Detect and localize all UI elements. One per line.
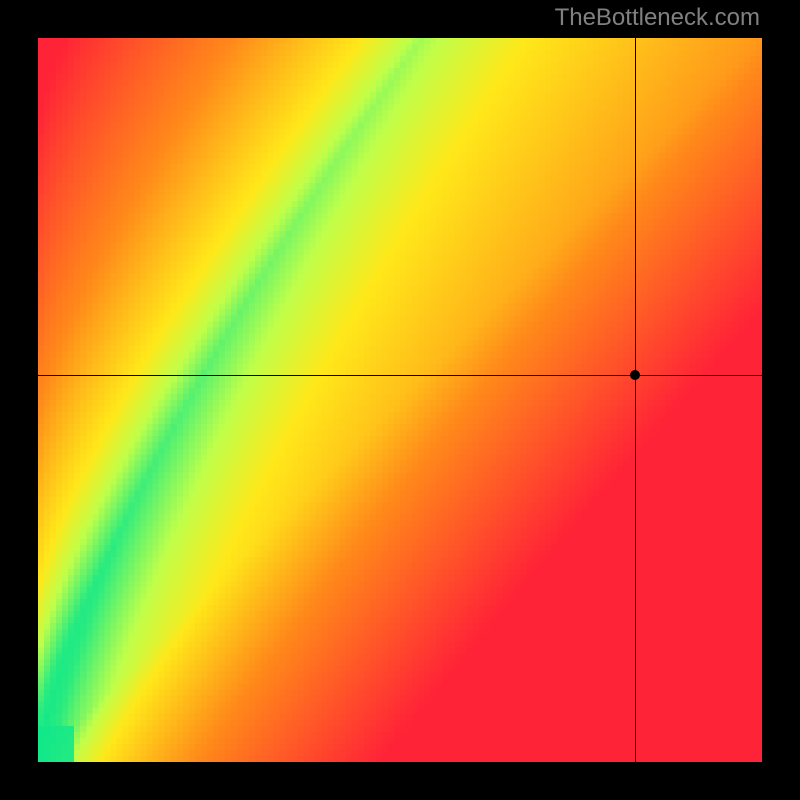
heatmap-canvas [38, 38, 762, 762]
crosshair-dot [630, 370, 640, 380]
crosshair-vertical [635, 38, 636, 762]
watermark-text: TheBottleneck.com [555, 4, 760, 32]
plot-area [38, 38, 762, 762]
crosshair-horizontal [38, 375, 762, 376]
chart-container: TheBottleneck.com [0, 0, 800, 800]
